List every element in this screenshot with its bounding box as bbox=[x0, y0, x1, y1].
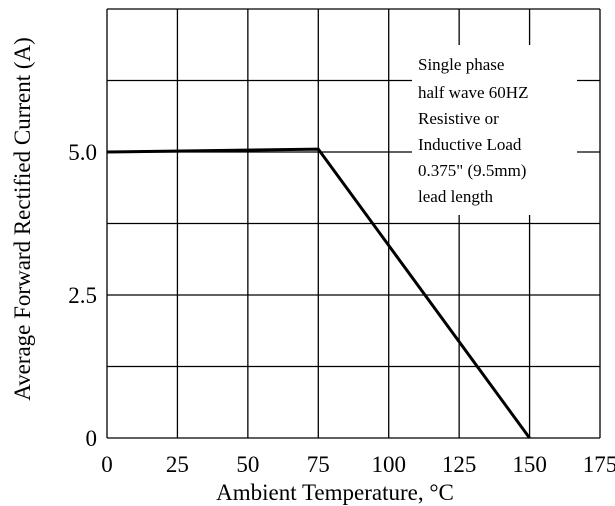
x-axis-title: Ambient Temperature, °C bbox=[216, 480, 454, 505]
annotation-line-1: Single phase bbox=[418, 55, 504, 74]
x-tick-label-7: 175 bbox=[583, 452, 615, 477]
x-tick-label-2: 50 bbox=[236, 452, 259, 477]
x-tick-label-5: 125 bbox=[442, 452, 477, 477]
annotation-box bbox=[412, 45, 577, 215]
x-tick-label-1: 25 bbox=[166, 452, 189, 477]
x-tick-labels: 0 25 50 75 100 125 150 175 bbox=[101, 452, 615, 477]
annotation-line-2: half wave 60HZ bbox=[418, 83, 528, 102]
annotation-line-5: 0.375" (9.5mm) bbox=[418, 161, 526, 180]
series-layer bbox=[106, 147, 531, 439]
x-tick-label-3: 75 bbox=[307, 452, 330, 477]
series-line-0 bbox=[106, 147, 531, 439]
y-tick-label-0: 0 bbox=[86, 426, 98, 451]
y-tick-label-2: 5.0 bbox=[68, 140, 97, 165]
y-tick-label-1: 2.5 bbox=[68, 283, 97, 308]
x-tick-label-4: 100 bbox=[371, 452, 406, 477]
x-tick-label-6: 150 bbox=[512, 452, 547, 477]
y-tick-labels: 0 2.5 5.0 bbox=[68, 140, 97, 451]
y-axis-title: Average Forward Rectified Current (A) bbox=[10, 37, 35, 401]
annotation-line-3: Resistive or bbox=[418, 109, 499, 128]
annotation-line-4: Inductive Load bbox=[418, 135, 522, 154]
x-tick-label-0: 0 bbox=[101, 452, 113, 477]
annotation-line-6: lead length bbox=[418, 187, 494, 206]
